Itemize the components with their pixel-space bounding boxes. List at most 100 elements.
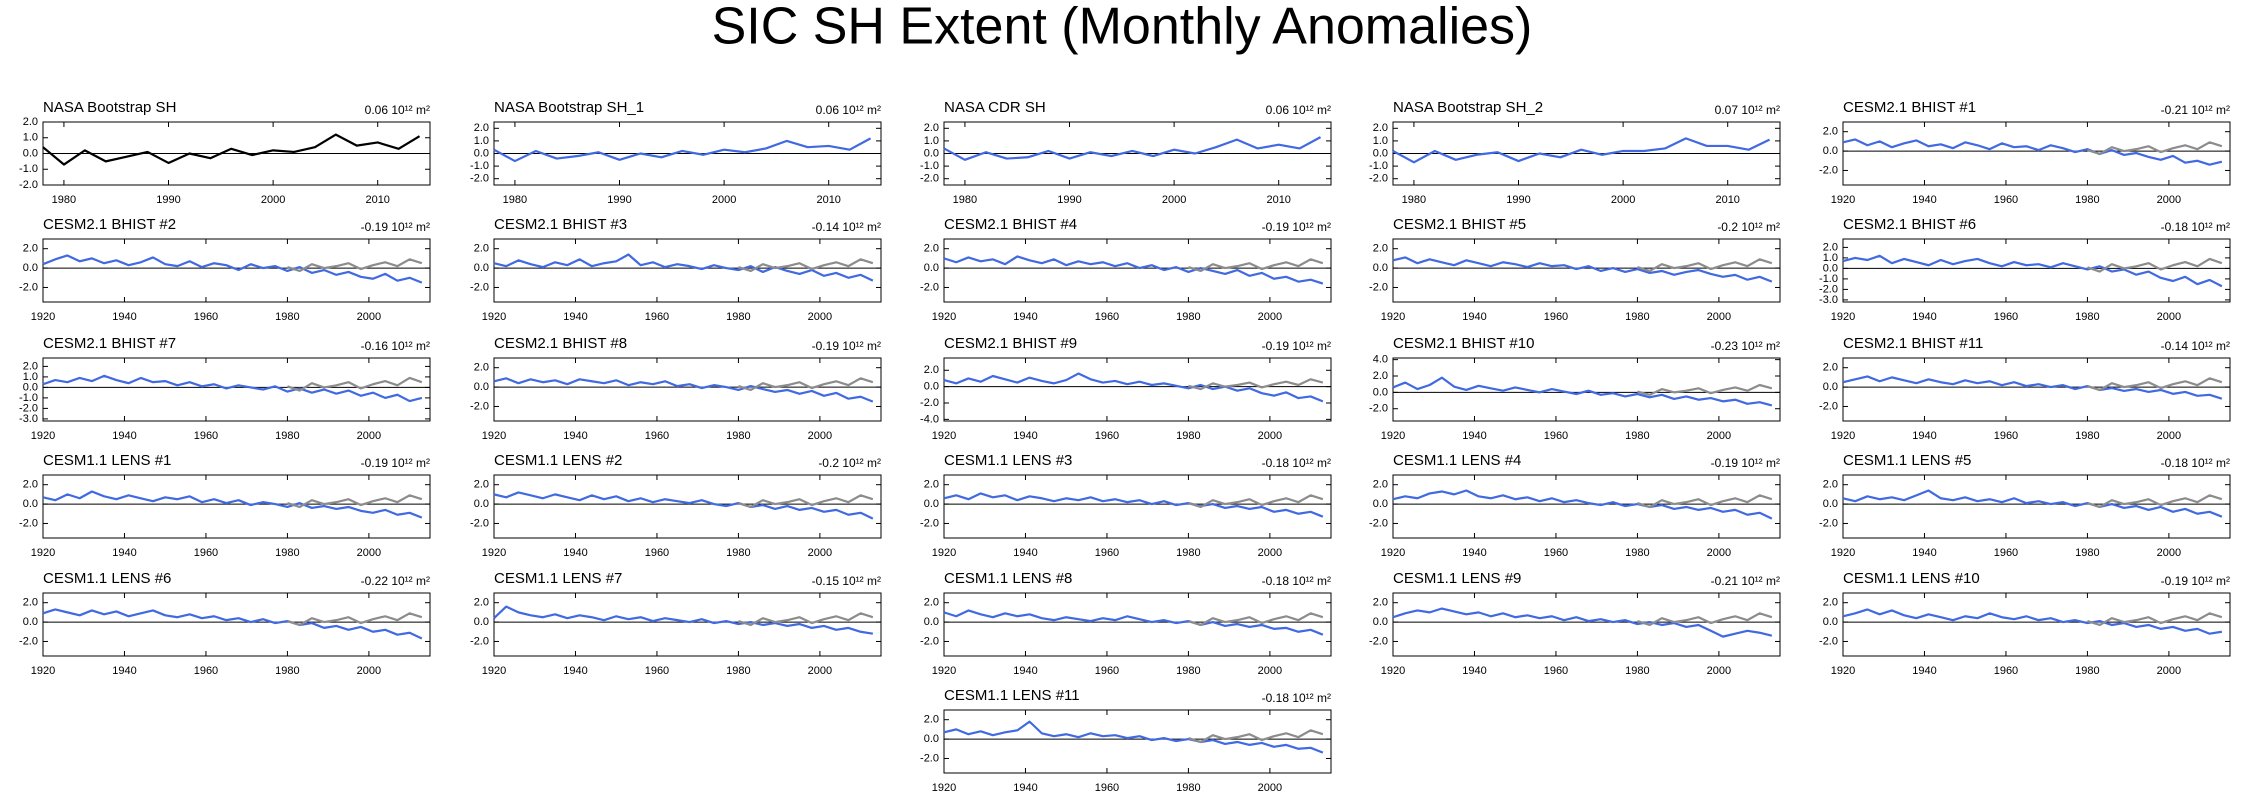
x-tick-label: 2010 [365,194,389,206]
y-tick-label: 0.0 [924,262,939,274]
x-tick-label: 1920 [31,547,55,559]
series-line [1188,494,1324,509]
panel-title: CESM1.1 LENS #4 [1393,452,1521,469]
panel-title: CESM2.1 BHIST #7 [43,335,176,352]
panel: CESM1.1 LENS #11 -0.18 10¹² m² 2.0 0.0 -2.0 1… [920,687,1332,794]
panel: NASA Bootstrap SH_1 0.06 10¹² m² 2.01.00.0… [470,99,882,206]
y-tick-label: 0.0 [924,616,939,628]
trend-annotation: 0.06 10¹² m² [365,103,430,117]
panel-title: NASA Bootstrap SH_1 [494,99,644,116]
x-tick-label: 1940 [1013,311,1037,323]
y-tick-label: 2.0 [1373,122,1388,134]
panel-title: CESM2.1 BHIST #6 [1843,216,1976,233]
x-tick-label: 1940 [1912,311,1936,323]
trend-annotation: -0.21 10¹² m² [2161,103,2230,117]
x-tick-label: 1920 [31,665,55,677]
x-tick-label: 1940 [1912,547,1936,559]
x-tick-label: 2010 [1266,194,1290,206]
y-tick-label: -2.0 [920,173,939,185]
y-tick-label: 0.0 [23,262,38,274]
series-line [738,612,874,627]
y-tick-label: -2.0 [470,400,489,412]
x-tick-label: 1990 [1506,194,1530,206]
x-tick-label: 1940 [563,430,587,442]
series-line [943,255,1324,285]
x-tick-label: 1920 [1831,547,1855,559]
series-line [1392,376,1773,407]
x-tick-label: 1920 [1381,665,1405,677]
x-tick-label: 1940 [563,311,587,323]
x-tick-label: 1920 [1381,311,1405,323]
y-tick-label: 2.0 [23,243,38,255]
x-tick-label: 1980 [1625,430,1649,442]
x-tick-label: 1920 [1831,311,1855,323]
panel: CESM2.1 BHIST #9 -0.19 10¹² m² 2.0 0.0 -2.0 -… [920,335,1332,442]
x-tick-label: 1980 [2075,665,2099,677]
y-tick-label: 2.0 [1823,126,1838,138]
x-tick-label: 1940 [1013,665,1037,677]
trend-annotation: -0.19 10¹² m² [1262,220,1331,234]
x-tick-label: 1960 [1994,311,2018,323]
panel-title: CESM2.1 BHIST #4 [944,216,1077,233]
y-tick-label: -2.0 [470,281,489,293]
panel: NASA CDR SH 0.06 10¹² m² 2.01.00.0-1.0-2.0… [920,99,1332,206]
x-tick-label: 2000 [712,194,736,206]
trend-annotation: -0.16 10¹² m² [361,339,430,353]
panel: CESM1.1 LENS #3 -0.18 10¹² m² 2.0 0.0 -2.0 19… [920,452,1332,559]
x-tick-label: 1980 [726,547,750,559]
x-tick-label: 1940 [1013,782,1037,794]
x-tick-label: 2000 [357,430,381,442]
y-tick-label: -2.0 [1369,517,1388,529]
series-line [1188,258,1324,273]
series-line [1842,608,2223,635]
panel: CESM1.1 LENS #9 -0.21 10¹² m² 2.0 0.0 -2.0 19… [1369,570,1781,677]
x-tick-label: 1960 [1095,311,1119,323]
x-tick-label: 2000 [1258,430,1282,442]
y-tick-label: -2.0 [1369,403,1388,415]
panel: CESM1.1 LENS #7 -0.15 10¹² m² 2.0 0.0 -2.0 19… [470,570,882,677]
x-tick-label: 1920 [932,311,956,323]
plot-frame [42,357,431,422]
series-line [738,258,874,273]
y-tick-label: -2.0 [1819,164,1838,176]
x-tick-label: 1920 [1831,665,1855,677]
x-tick-label: 1980 [726,665,750,677]
series-line [287,258,423,273]
y-tick-label: 2.0 [1373,479,1388,491]
y-tick-label: 2.0 [1373,597,1388,609]
y-tick-label: -4.0 [920,413,939,425]
y-tick-label: -2.0 [19,179,38,191]
series-line [42,608,423,640]
x-tick-label: 1980 [275,547,299,559]
y-tick-label: 1.0 [924,135,939,147]
trend-annotation: -0.19 10¹² m² [1262,339,1331,353]
x-tick-label: 2000 [1707,311,1731,323]
x-tick-label: 2000 [808,430,832,442]
x-tick-label: 1940 [563,665,587,677]
y-tick-label: -1.0 [470,160,489,172]
series-line [287,376,423,392]
x-tick-label: 1960 [194,665,218,677]
series-line [943,372,1324,403]
x-tick-label: 1960 [645,311,669,323]
panel: CESM2.1 BHIST #7 -0.16 10¹² m² 2.01.00.0-1… [19,335,431,442]
y-tick-label: 1.0 [23,371,38,383]
y-tick-label: -3.0 [1819,294,1838,306]
trend-annotation: -0.2 10¹² m² [1717,220,1780,234]
y-tick-label: 0.0 [1823,381,1838,393]
series-line [1637,258,1773,273]
x-tick-label: 1940 [112,547,136,559]
x-tick-label: 1980 [1625,665,1649,677]
y-tick-label: -2.0 [470,635,489,647]
x-tick-label: 1940 [563,547,587,559]
series-line [42,254,423,284]
trend-annotation: -0.2 10¹² m² [818,456,881,470]
x-tick-label: 1920 [932,782,956,794]
panel-title: CESM1.1 LENS #2 [494,452,622,469]
y-tick-label: 0.0 [1373,147,1388,159]
y-tick-label: -2.0 [19,402,38,414]
panel: CESM2.1 BHIST #3 -0.14 10¹² m² 2.0 0.0 -2.0 1… [470,216,882,323]
x-tick-label: 1940 [1912,665,1936,677]
series-line [2087,612,2223,627]
y-tick-label: 0.0 [474,262,489,274]
